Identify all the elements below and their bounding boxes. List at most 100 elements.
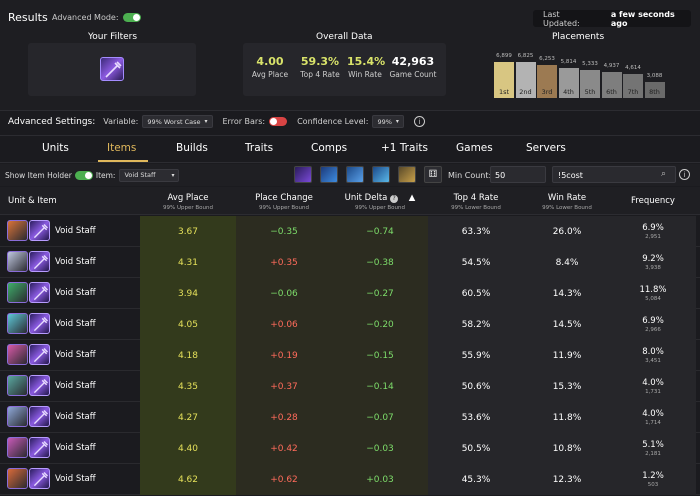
champion-portrait[interactable]	[7, 282, 28, 303]
confidence-select[interactable]: 99% ▾	[372, 115, 404, 128]
cell-delta: −0.03	[332, 433, 428, 464]
confidence-label: Confidence Level:	[297, 117, 369, 126]
variable-select[interactable]: 99% Worst Case ▾	[142, 115, 213, 128]
tab-items[interactable]: Items	[107, 142, 137, 154]
stat-value: 59.3%	[300, 55, 340, 68]
void-staff-item-icon[interactable]	[29, 344, 50, 365]
dice-icon[interactable]: ⚅	[424, 166, 442, 183]
augment-icon[interactable]	[398, 166, 416, 183]
placement-bar: 5,333 5th	[580, 61, 600, 98]
void-staff-item-icon[interactable]	[294, 166, 312, 183]
void-staff-item-icon[interactable]	[29, 220, 50, 241]
table-row[interactable]: Void Staff 3.94 −0.06 −0.27 60.5% 14.3% 11.8% 5…	[0, 278, 700, 309]
tab-builds[interactable]: Builds	[176, 142, 208, 154]
void-staff-item-icon[interactable]	[29, 468, 50, 489]
help-icon[interactable]: ?	[390, 194, 399, 203]
cell-change: +0.62	[236, 464, 332, 495]
tab-units[interactable]: Units	[42, 142, 69, 154]
champion-portrait[interactable]	[7, 251, 28, 272]
cell-avg: 3.67	[140, 216, 236, 247]
header-unit-item[interactable]: Unit & Item	[8, 196, 57, 206]
header-frequency[interactable]: Frequency	[610, 196, 696, 206]
placement-count: 4,614	[625, 65, 641, 71]
min-count-input[interactable]: 50	[490, 166, 546, 183]
void-staff-item-icon[interactable]	[29, 375, 50, 396]
game-count-stat: 42,963 Game Count	[387, 55, 439, 79]
tab-traits[interactable]: Traits	[245, 142, 274, 154]
table-row[interactable]: Void Staff 4.62 +0.62 +0.03 45.3% 12.3% 1.2% 50…	[0, 464, 700, 495]
placement-bar: 5,814 4th	[558, 59, 579, 98]
cell-top4: 50.5%	[428, 433, 524, 464]
info-icon[interactable]: i	[679, 169, 690, 180]
table-row[interactable]: Void Staff 4.31 +0.35 −0.38 54.5% 8.4% 9.2% 3,9…	[0, 247, 700, 278]
cell-top4: 50.6%	[428, 371, 524, 402]
cell-change: +0.28	[236, 402, 332, 433]
void-staff-item-icon[interactable]	[29, 406, 50, 427]
last-updated-value: a few seconds ago	[610, 9, 675, 28]
tab-games[interactable]: Games	[456, 142, 493, 154]
champion-portrait[interactable]	[7, 313, 28, 334]
champion-portrait[interactable]	[7, 406, 28, 427]
champion-portrait[interactable]	[7, 344, 28, 365]
void-staff-filter-icon[interactable]	[100, 57, 124, 81]
search-icon[interactable]: ⌕	[661, 169, 667, 179]
frequency-value: 5.1%	[642, 440, 664, 450]
cell-frequency: 11.8% 5,084	[610, 278, 696, 309]
table-row[interactable]: Void Staff 4.40 +0.42 −0.03 50.5% 10.8% 5.1% 2,…	[0, 433, 700, 464]
search-input[interactable]: !5cost	[552, 166, 676, 183]
table-row[interactable]: Void Staff 4.18 +0.19 −0.15 55.9% 11.9% 8.0% 3,…	[0, 340, 700, 371]
champion-portrait[interactable]	[7, 437, 28, 458]
placement-label: 7th	[627, 88, 639, 96]
champion-portrait[interactable]	[7, 220, 28, 241]
cell-top4: 58.2%	[428, 309, 524, 340]
placement-label: 4th	[563, 88, 574, 96]
header-avg-place[interactable]: Avg Place 99% Upper Bound	[140, 193, 236, 211]
item-select[interactable]: Void Staff ▾	[119, 168, 180, 182]
frequency-value: 11.8%	[639, 285, 667, 295]
tab-servers[interactable]: Servers	[526, 142, 566, 154]
emblem-icon[interactable]	[320, 166, 338, 183]
win-rate-stat: 15.4% Win Rate	[347, 55, 385, 79]
item-name: Void Staff	[55, 319, 96, 329]
placement-count: 6,899	[496, 53, 512, 59]
item-name: Void Staff	[55, 350, 96, 360]
void-staff-item-icon[interactable]	[29, 282, 50, 303]
header-win-rate[interactable]: Win Rate 99% Lower Bound	[524, 193, 610, 211]
header-place-change[interactable]: Place Change 99% Upper Bound	[236, 193, 332, 211]
cell-delta: −0.74	[332, 216, 428, 247]
chevron-down-icon: ▾	[395, 118, 399, 125]
cell-frequency: 4.0% 1,731	[610, 371, 696, 402]
placement-count: 5,333	[582, 61, 598, 67]
tab-plus1-traits[interactable]: +1 Traits	[381, 142, 428, 154]
header-top4-rate[interactable]: Top 4 Rate 99% Lower Bound	[428, 193, 524, 211]
void-staff-item-icon[interactable]	[29, 313, 50, 334]
info-icon[interactable]: i	[413, 116, 425, 127]
cell-delta: −0.38	[332, 247, 428, 278]
champion-portrait[interactable]	[7, 468, 28, 489]
show-item-holder-toggle[interactable]	[74, 170, 93, 180]
cell-avg: 4.18	[140, 340, 236, 371]
void-staff-item-icon[interactable]	[29, 437, 50, 458]
stat-label: Top 4 Rate	[300, 70, 340, 79]
header-unit-delta[interactable]: Unit Delta ? ▲ 99% Upper Bound	[332, 193, 428, 211]
advanced-mode-toggle[interactable]	[122, 13, 141, 22]
table-row[interactable]: Void Staff 4.27 +0.28 −0.07 53.6% 11.8% 4.0% 1,…	[0, 402, 700, 433]
table-row[interactable]: Void Staff 4.05 +0.06 −0.20 58.2% 14.5% 6.9% 2,…	[0, 309, 700, 340]
champion-portrait[interactable]	[7, 375, 28, 396]
tab-comps[interactable]: Comps	[311, 142, 348, 154]
void-staff-item-icon[interactable]	[29, 251, 50, 272]
error-bars-toggle[interactable]	[269, 117, 288, 126]
advanced-settings-label: Advanced Settings:	[8, 116, 96, 127]
frequency-value: 4.0%	[642, 409, 664, 419]
item-name: Void Staff	[55, 257, 96, 267]
variable-value: 99% Worst Case	[147, 117, 201, 126]
frequency-count: 1,731	[645, 389, 661, 395]
frequency-count: 2,966	[645, 327, 661, 333]
frequency-count: 3,938	[645, 265, 661, 271]
placement-bar: 6,899 1st	[494, 53, 514, 98]
header-label: Unit & Item	[8, 196, 57, 206]
shield-icon[interactable]	[346, 166, 364, 183]
table-row[interactable]: Void Staff 4.35 +0.37 −0.14 50.6% 15.3% 4.0% 1,…	[0, 371, 700, 402]
emblem-icon[interactable]	[372, 166, 390, 183]
table-row[interactable]: Void Staff 3.67 −0.35 −0.74 63.3% 26.0% 6.9% 2,…	[0, 216, 700, 247]
